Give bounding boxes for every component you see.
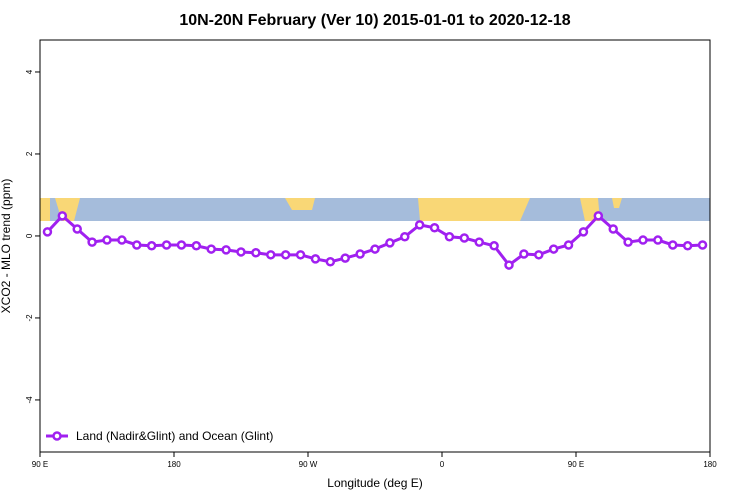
- point: [429, 223, 440, 233]
- point: [638, 235, 648, 245]
- x-tick-label: 90 E: [32, 460, 48, 469]
- point: [414, 220, 425, 230]
- point: [474, 237, 484, 247]
- point: [295, 250, 306, 260]
- x-tick-label: 90 E: [568, 460, 584, 469]
- y-tick-label: 4: [25, 69, 34, 74]
- chart-title: 10N-20N February (Ver 10) 2015-01-01 to …: [179, 12, 570, 29]
- point: [251, 248, 261, 258]
- point: [266, 250, 276, 260]
- point: [385, 238, 395, 248]
- point: [236, 247, 246, 257]
- point: [221, 245, 231, 255]
- point: [132, 240, 142, 250]
- point: [578, 227, 589, 237]
- point: [697, 240, 708, 250]
- y-axis-label: XCO2 - MLO trend (ppm): [0, 179, 13, 314]
- legend-label: Land (Nadir&Glint) and Ocean (Glint): [76, 429, 273, 443]
- legend-marker: [52, 431, 62, 441]
- y-tick-label: 2: [25, 151, 34, 156]
- map-band: [40, 198, 710, 221]
- point: [504, 260, 514, 270]
- point: [176, 240, 187, 250]
- y-tick-label: -2: [25, 314, 34, 322]
- point: [534, 250, 544, 260]
- point: [87, 237, 97, 247]
- point: [653, 235, 663, 245]
- point: [325, 257, 336, 267]
- x-tick-label: 0: [440, 460, 445, 469]
- point: [668, 240, 678, 250]
- y-tick-label: -4: [25, 396, 34, 404]
- point: [459, 233, 470, 243]
- point: [42, 227, 53, 237]
- point: [102, 235, 112, 245]
- x-tick-label: 180: [703, 460, 717, 469]
- point: [191, 241, 202, 251]
- x-tick-label: 180: [167, 460, 181, 469]
- point: [623, 237, 633, 247]
- plot-frame: [39, 39, 711, 453]
- point: [400, 232, 410, 242]
- point: [444, 232, 455, 242]
- point: [72, 224, 82, 234]
- point: [340, 253, 350, 263]
- point: [593, 211, 604, 221]
- point: [146, 241, 157, 251]
- point: [682, 241, 693, 251]
- x-tick-label: 90 W: [299, 460, 318, 469]
- series-line: [46, 213, 703, 268]
- point: [206, 244, 216, 254]
- point: [310, 254, 321, 264]
- x-axis-label: Longitude (deg E): [327, 476, 422, 490]
- point: [280, 250, 291, 260]
- point: [117, 235, 127, 245]
- point: [548, 244, 559, 254]
- point: [355, 249, 365, 259]
- point: [57, 211, 68, 221]
- point: [489, 241, 499, 251]
- point: [519, 249, 529, 259]
- point: [563, 240, 574, 250]
- point: [608, 224, 618, 234]
- point: [370, 244, 380, 254]
- y-tick-label: 0: [25, 233, 34, 238]
- point: [161, 240, 172, 250]
